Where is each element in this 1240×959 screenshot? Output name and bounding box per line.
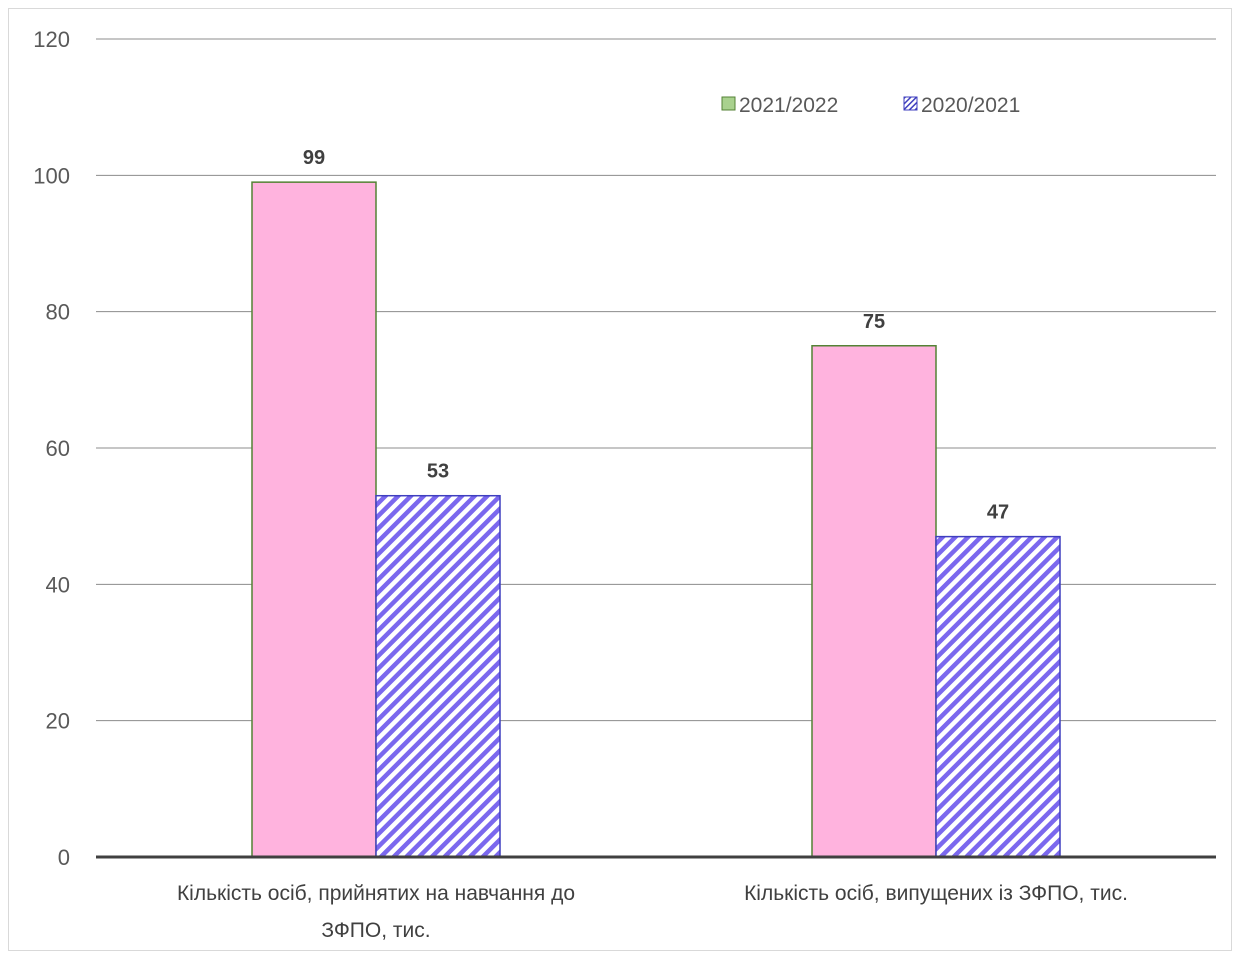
x-category-label: ЗФПО, тис. bbox=[321, 919, 430, 942]
x-axis: Кількість осіб, прийнятих на навчання до… bbox=[96, 855, 1216, 942]
legend-item: 2021/2022 bbox=[721, 94, 838, 117]
y-tick-label: 40 bbox=[46, 572, 70, 597]
data-labels: 99 53 75 47 bbox=[303, 147, 1009, 523]
data-label: 75 bbox=[863, 311, 885, 333]
y-tick-label: 60 bbox=[46, 436, 70, 461]
x-category-label: Кількість осіб, випущених із ЗФПО, тис. bbox=[744, 882, 1128, 905]
y-tick-label: 80 bbox=[46, 300, 70, 325]
bar bbox=[811, 345, 937, 858]
y-tick-label: 100 bbox=[33, 163, 70, 188]
bar bbox=[375, 494, 501, 858]
bars bbox=[251, 181, 1061, 858]
legend: 2021/2022 2020/2021 bbox=[721, 94, 1020, 117]
y-tick-label: 120 bbox=[33, 27, 70, 52]
data-label: 99 bbox=[303, 147, 325, 169]
data-label: 53 bbox=[427, 461, 449, 483]
bar bbox=[251, 181, 377, 858]
legend-label: 2020/2021 bbox=[921, 94, 1020, 117]
bar bbox=[935, 535, 1061, 858]
y-axis: 0 20 40 60 80 100 120 bbox=[33, 27, 70, 870]
legend-swatch bbox=[903, 96, 918, 111]
y-tick-label: 0 bbox=[58, 845, 70, 870]
legend-label: 2021/2022 bbox=[739, 94, 838, 117]
y-tick-label: 20 bbox=[46, 709, 70, 734]
data-label: 47 bbox=[987, 502, 1009, 524]
x-category-label: Кількість осіб, прийнятих на навчання до bbox=[177, 882, 575, 905]
legend-swatch bbox=[721, 96, 736, 111]
legend-item: 2020/2021 bbox=[903, 94, 1020, 117]
